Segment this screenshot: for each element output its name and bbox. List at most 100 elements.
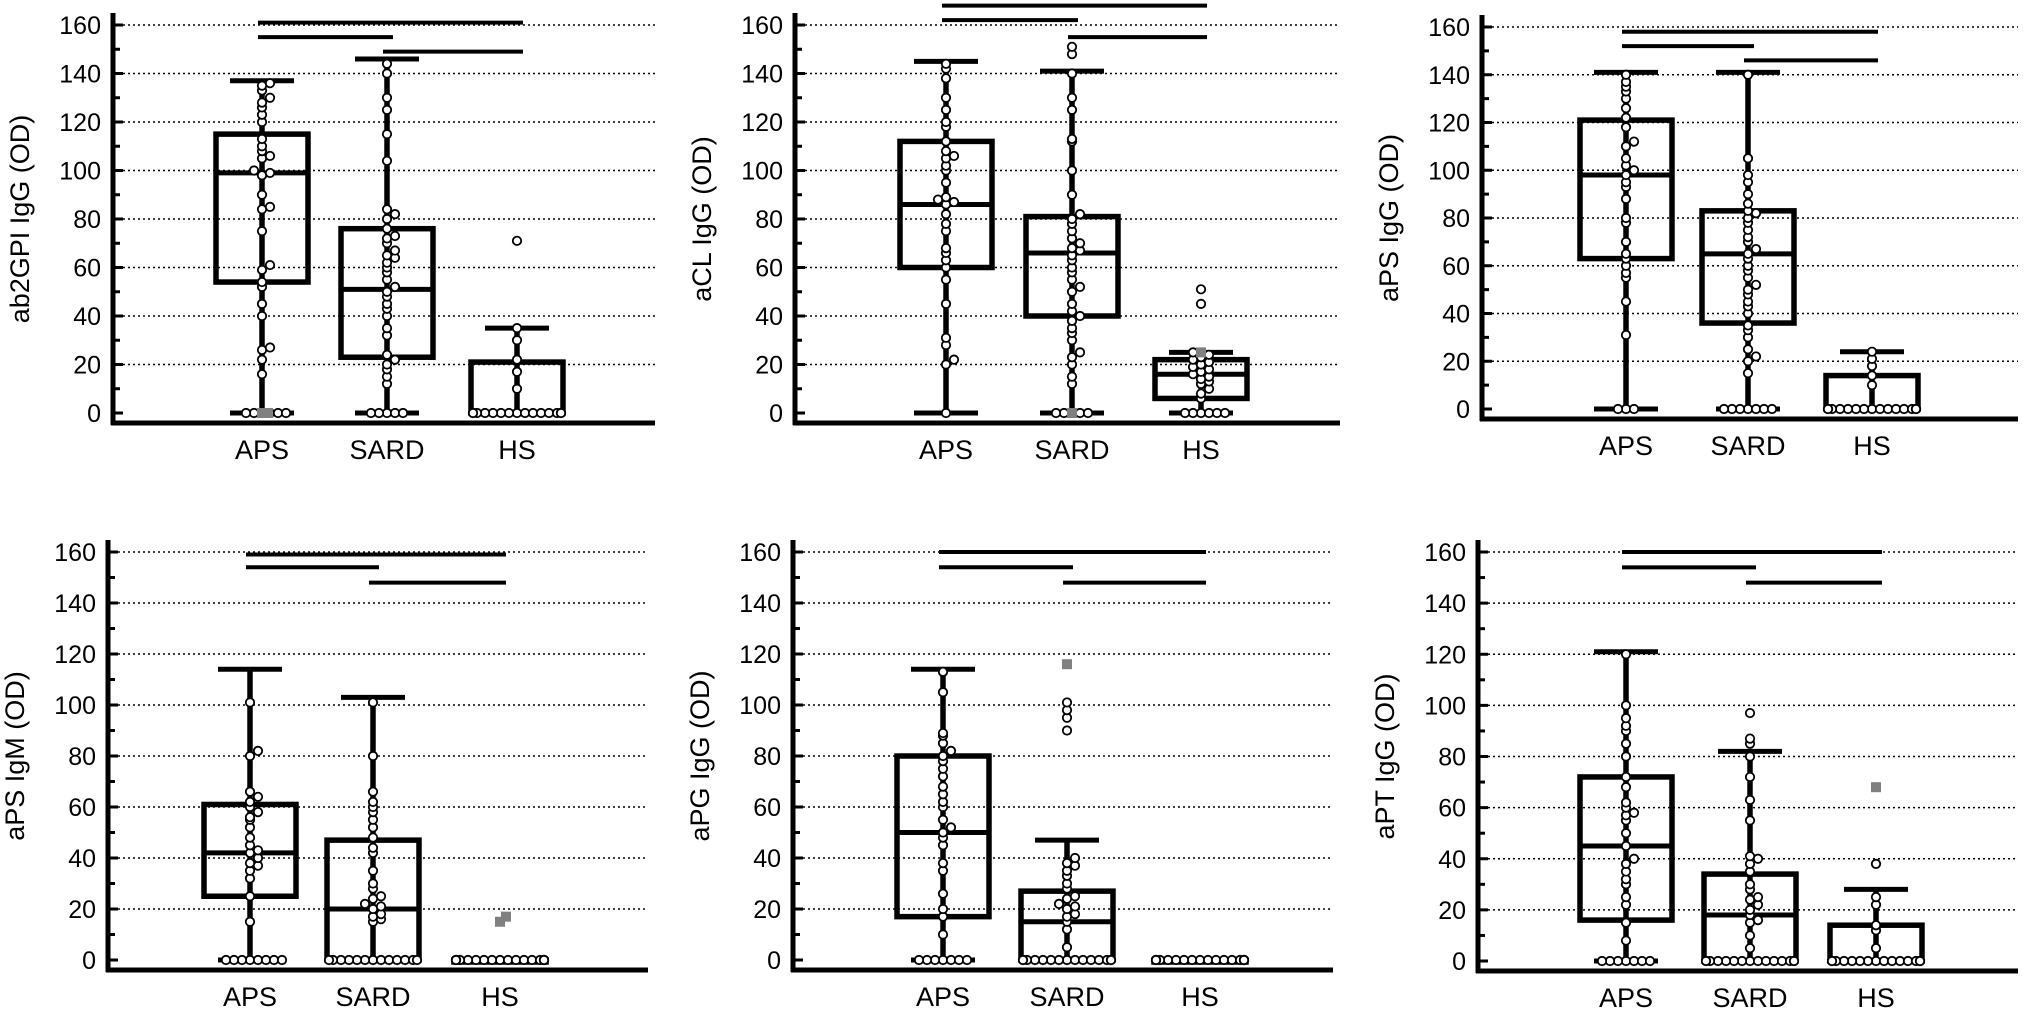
data-point	[1752, 914, 1764, 926]
data-point	[381, 213, 393, 225]
data-point	[1866, 346, 1878, 357]
y-tick-label: 140	[1428, 62, 1470, 90]
data-point	[1788, 955, 1800, 967]
data-point	[1826, 955, 1838, 967]
data-point	[1628, 403, 1640, 415]
data-point	[940, 274, 952, 285]
data-point	[1066, 298, 1078, 309]
data-point	[948, 150, 960, 162]
data-point	[948, 354, 960, 365]
y-tick-label: 20	[68, 896, 96, 924]
data-point	[1620, 700, 1632, 711]
data-point	[1628, 165, 1640, 176]
data-point	[220, 954, 232, 966]
data-point	[937, 727, 949, 739]
data-point	[1620, 782, 1632, 793]
data-point	[244, 750, 256, 762]
outlier-marker	[1871, 782, 1881, 793]
data-point	[264, 201, 276, 212]
data-point	[381, 155, 393, 166]
data-point	[937, 814, 949, 825]
data-point	[244, 916, 256, 927]
data-point	[256, 354, 268, 365]
data-point	[1069, 901, 1081, 912]
data-point	[1620, 112, 1632, 123]
data-point	[252, 806, 264, 818]
data-point	[256, 298, 268, 309]
y-axis-title: aPG IgG (OD)	[685, 670, 715, 841]
y-tick-label: 160	[1428, 14, 1470, 42]
y-tick-label: 40	[73, 303, 101, 331]
data-point	[1742, 248, 1754, 259]
data-point	[937, 750, 949, 762]
data-point	[1620, 141, 1632, 152]
data-point	[961, 954, 973, 966]
chart-panel-2: 0 20 40 60 80 100 120 140 160 aCL IgG (OD) APS SARD…	[687, 3, 1340, 465]
y-tick-label: 60	[755, 255, 783, 283]
y-axis-title: aCL IgG (OD)	[687, 136, 717, 302]
data-point	[940, 177, 952, 188]
y-tick-label: 100	[59, 158, 101, 186]
y-tick-label: 100	[1428, 157, 1470, 185]
y-tick-label: 80	[1438, 744, 1466, 772]
data-point	[511, 366, 523, 377]
data-point	[264, 342, 276, 353]
data-point	[940, 136, 952, 147]
y-tick-label: 160	[741, 12, 783, 40]
data-point	[940, 73, 952, 84]
data-point	[511, 383, 523, 394]
data-point	[1750, 243, 1762, 255]
data-point	[1870, 943, 1882, 954]
y-tick-label: 160	[1424, 539, 1466, 567]
data-point	[389, 245, 401, 256]
data-point	[1744, 707, 1756, 719]
data-point	[1195, 298, 1207, 309]
data-point	[359, 898, 371, 910]
data-point	[940, 209, 952, 220]
y-tick-label: 0	[769, 400, 783, 428]
y-tick-label: 80	[1442, 205, 1470, 233]
data-point	[1620, 828, 1632, 839]
outlier-marker	[1067, 408, 1077, 418]
y-tick-label: 100	[739, 692, 781, 720]
data-point	[1744, 771, 1756, 783]
data-point	[1750, 279, 1762, 290]
data-point	[367, 865, 379, 876]
data-point	[1628, 807, 1640, 818]
category-label-sard: SARD	[349, 435, 424, 465]
data-point	[1620, 329, 1632, 341]
data-point	[381, 359, 393, 370]
y-tick-label: 40	[755, 303, 783, 331]
y-tick-label: 0	[82, 947, 96, 975]
data-point	[1066, 213, 1078, 225]
data-point	[940, 218, 952, 229]
data-point	[264, 150, 276, 162]
y-tick-label: 100	[741, 158, 783, 186]
category-label-sard: SARD	[1034, 435, 1109, 465]
data-point	[256, 264, 268, 276]
data-point	[1066, 92, 1078, 103]
data-point	[1203, 349, 1215, 360]
category-label-sard: SARD	[1710, 431, 1785, 461]
data-point	[1069, 891, 1081, 902]
data-point	[375, 891, 387, 902]
data-point	[381, 68, 393, 79]
data-point	[1742, 368, 1754, 379]
data-point	[1620, 858, 1632, 869]
data-point	[1074, 347, 1086, 358]
data-point	[375, 901, 387, 912]
data-point	[252, 745, 264, 757]
data-point	[511, 354, 523, 365]
data-point	[1620, 248, 1632, 259]
y-tick-label: 20	[1438, 897, 1466, 925]
data-point	[389, 354, 401, 365]
y-tick-label: 120	[59, 109, 101, 137]
outlier-marker	[257, 408, 267, 418]
data-point	[256, 310, 268, 322]
data-point	[1066, 165, 1078, 176]
data-point	[1061, 942, 1073, 953]
data-point	[244, 891, 256, 902]
y-tick-label: 140	[54, 590, 96, 618]
data-point	[1179, 407, 1191, 419]
